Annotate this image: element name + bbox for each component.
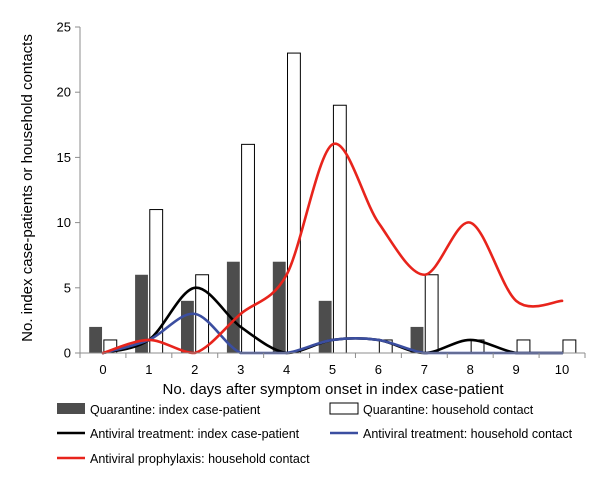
y-tick-label: 15	[57, 150, 71, 165]
x-tick-label: 8	[467, 362, 474, 377]
bar-quarantine-contact	[424, 274, 439, 354]
x-tick-label: 9	[513, 362, 520, 377]
legend-swatch	[329, 402, 359, 415]
legend-label: Quarantine: household contact	[363, 403, 534, 417]
y-tick-label: 0	[64, 346, 71, 361]
bar-quarantine-index	[89, 326, 103, 353]
x-tick-label: 5	[329, 362, 336, 377]
bar-quarantine-index	[272, 261, 286, 353]
legend-antiviral-prophylaxis-contact: Antiviral prophylaxis: household contact	[57, 452, 310, 466]
legend-quarantine-index: Quarantine: index case-patient	[57, 403, 261, 417]
y-tick-label: 5	[64, 280, 71, 295]
y-tick-label: 20	[57, 85, 71, 100]
line-antiviral-treatment-index	[101, 286, 564, 355]
x-tick-label: 10	[555, 362, 569, 377]
line-antiviral-prophylaxis-contact	[101, 142, 564, 355]
legend-swatch	[57, 403, 85, 414]
bar-quarantine-contact	[562, 339, 577, 354]
legend-label: Antiviral treatment: household contact	[363, 427, 573, 441]
legend-label: Antiviral treatment: index case-patient	[90, 427, 300, 441]
legend-label: Antiviral prophylaxis: household contact	[90, 452, 310, 466]
x-tick-label: 6	[375, 362, 382, 377]
bar-quarantine-index	[318, 300, 332, 353]
axes-layer: 0 5 10 15 20 25 0 1 2 3 4 5 6 7 8 9 10	[57, 20, 586, 377]
legend-quarantine-contact: Quarantine: household contact	[329, 402, 534, 417]
x-tick-label: 1	[145, 362, 152, 377]
bar-quarantine-index	[410, 326, 424, 353]
legend-antiviral-treatment-contact: Antiviral treatment: household contact	[330, 427, 573, 441]
y-tick-label: 25	[57, 20, 71, 35]
x-tick-label: 4	[283, 362, 290, 377]
y-tick-label: 10	[57, 215, 71, 230]
bar-quarantine-index	[181, 300, 194, 353]
lines-layer	[101, 142, 564, 355]
x-tick-label: 7	[421, 362, 428, 377]
legend-label: Quarantine: index case-patient	[90, 403, 261, 417]
bar-quarantine-index	[226, 261, 240, 353]
bar-quarantine-contact	[287, 52, 301, 354]
bar-quarantine-contact	[241, 143, 255, 354]
legend: Quarantine: index case-patient Quarantine…	[57, 402, 573, 466]
bar-quarantine-contact	[516, 339, 531, 354]
bars-layer	[89, 52, 577, 354]
x-tick-label: 3	[237, 362, 244, 377]
x-axis-title: No. days after symptom onset in index ca…	[162, 381, 504, 398]
y-axis-title: No. index case-patients or household con…	[19, 34, 36, 342]
x-tick-label: 2	[191, 362, 198, 377]
legend-antiviral-treatment-index: Antiviral treatment: index case-patient	[57, 427, 300, 441]
bar-quarantine-index	[135, 274, 148, 353]
x-tick-label: 0	[99, 362, 106, 377]
